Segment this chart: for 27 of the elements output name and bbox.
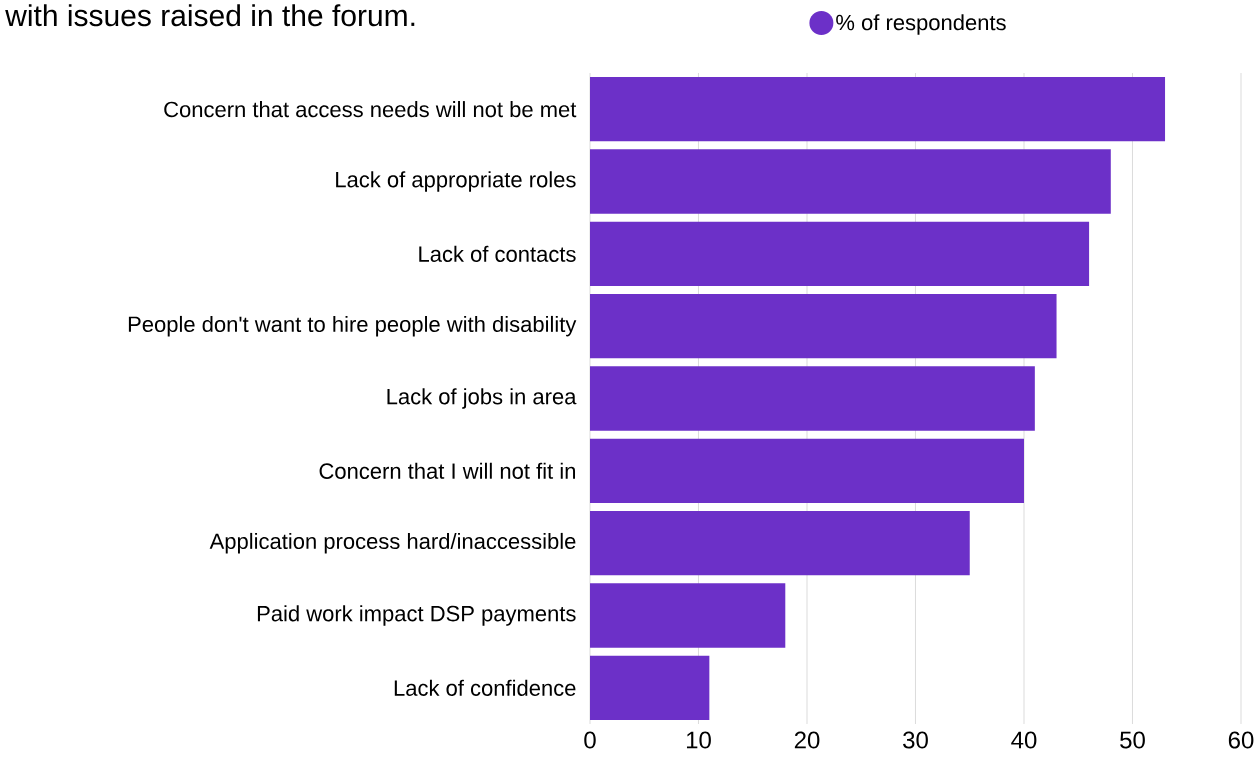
x-tick-label: 0 (584, 731, 596, 749)
text: with issues raised in the forum. (5, 4, 415, 27)
bar (590, 76, 1166, 142)
bar (590, 293, 1057, 359)
x-tick-label: 30 (903, 731, 928, 749)
y-tick-label: Concern that access needs will not be met (164, 101, 577, 118)
x-tick-label: 40 (1011, 731, 1037, 749)
bar (590, 366, 1035, 431)
bar (590, 510, 970, 576)
y-tick-label: Lack of contacts (419, 245, 576, 262)
y-tick-label: People don't want to hire people with disability (128, 315, 577, 337)
x-tick-label: 50 (1120, 731, 1145, 749)
x-tick-label: 10 (686, 731, 711, 749)
x-tick-label: 20 (794, 731, 820, 749)
bar (590, 438, 1024, 504)
legend-label: % of respondents (836, 14, 1006, 35)
y-tick-label: Lack of appropriate roles (336, 171, 576, 192)
bar (590, 655, 710, 721)
bar (590, 221, 1090, 287)
y-tick-label: Lack of jobs in area (387, 388, 577, 409)
y-tick-label: Paid work impact DSP payments (257, 605, 576, 626)
y-tick-label: Lack of confidence (394, 679, 576, 696)
y-tick-label: Application process hard/inaccessible (209, 532, 576, 554)
y-tick-label: Concern that I will not fit in (319, 462, 575, 479)
x-tick-label: 60 (1228, 731, 1254, 749)
bar (590, 583, 786, 648)
bar (590, 149, 1111, 214)
